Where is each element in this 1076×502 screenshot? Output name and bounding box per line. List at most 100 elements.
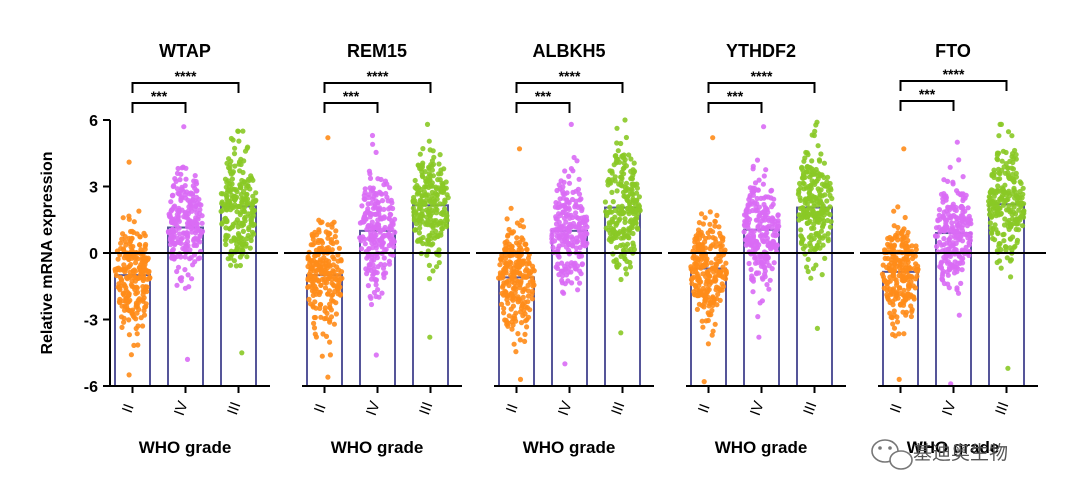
data-point xyxy=(1001,231,1007,237)
data-point xyxy=(569,280,575,286)
data-point xyxy=(818,210,824,216)
data-point xyxy=(440,189,446,195)
data-point xyxy=(374,270,380,276)
data-point xyxy=(882,255,888,261)
data-point xyxy=(330,282,336,288)
data-point xyxy=(954,216,960,222)
data-point xyxy=(242,148,249,154)
y-tick-label: 0 xyxy=(89,246,98,263)
points-iii xyxy=(795,119,835,331)
data-point xyxy=(745,202,751,208)
data-point xyxy=(174,268,180,275)
data-point xyxy=(419,169,425,175)
data-point xyxy=(392,216,398,222)
data-point xyxy=(426,241,432,247)
data-point xyxy=(233,263,239,269)
data-point xyxy=(330,254,336,260)
data-point xyxy=(141,255,147,261)
data-point xyxy=(556,182,562,188)
significance-label: **** xyxy=(559,68,581,84)
data-point xyxy=(373,149,379,155)
data-point xyxy=(577,280,583,286)
data-point xyxy=(741,229,747,235)
data-point xyxy=(947,229,954,235)
data-point xyxy=(188,225,194,232)
data-point xyxy=(228,255,234,261)
data-point xyxy=(910,283,916,289)
data-point xyxy=(704,278,710,284)
data-point xyxy=(761,260,767,266)
data-point xyxy=(184,239,191,245)
data-point xyxy=(962,195,968,201)
data-point xyxy=(519,217,525,223)
data-point xyxy=(243,192,249,198)
data-point xyxy=(615,148,621,154)
data-point xyxy=(245,232,251,239)
data-point xyxy=(245,144,251,150)
data-point xyxy=(912,253,918,259)
data-point xyxy=(310,236,316,242)
data-point xyxy=(750,289,756,295)
data-point xyxy=(525,288,532,294)
data-point xyxy=(382,224,388,231)
data-point xyxy=(896,331,902,337)
data-point xyxy=(410,205,416,211)
data-point xyxy=(941,236,947,242)
data-point xyxy=(323,271,329,277)
data-point xyxy=(520,313,526,319)
data-point xyxy=(702,239,708,245)
data-point xyxy=(756,242,762,248)
data-point xyxy=(754,195,760,202)
data-point xyxy=(135,323,141,329)
data-point xyxy=(509,326,515,332)
data-point xyxy=(815,143,821,149)
data-point xyxy=(939,227,945,233)
data-point xyxy=(236,203,243,210)
data-point xyxy=(227,181,233,187)
data-point xyxy=(247,186,253,192)
data-point xyxy=(771,260,777,266)
data-point xyxy=(603,225,609,231)
data-point xyxy=(631,183,637,189)
data-point xyxy=(811,225,817,231)
data-point xyxy=(437,152,443,158)
data-point xyxy=(240,128,246,134)
data-point xyxy=(360,234,366,240)
data-point xyxy=(620,235,627,241)
data-point xyxy=(369,258,375,264)
data-point xyxy=(424,121,431,127)
data-point xyxy=(697,231,704,237)
data-point xyxy=(510,322,516,328)
data-point xyxy=(719,243,725,249)
data-point xyxy=(573,202,579,208)
data-point xyxy=(610,199,616,205)
data-point xyxy=(701,262,707,268)
data-point xyxy=(250,193,256,199)
data-point xyxy=(582,243,588,249)
data-point xyxy=(517,222,523,229)
data-point xyxy=(118,240,124,246)
data-point xyxy=(429,189,435,195)
data-point xyxy=(176,225,182,231)
data-point xyxy=(913,261,919,267)
data-point xyxy=(914,273,920,279)
data-point xyxy=(419,193,425,199)
data-point xyxy=(382,233,388,239)
data-point xyxy=(636,194,643,200)
category-label: IV xyxy=(555,399,576,418)
data-point xyxy=(390,220,396,226)
data-point xyxy=(906,286,912,292)
data-point xyxy=(182,254,188,260)
data-point xyxy=(762,255,768,261)
data-point xyxy=(901,146,907,152)
data-point xyxy=(330,268,336,274)
data-point xyxy=(815,230,821,237)
data-point xyxy=(613,153,619,159)
data-point xyxy=(944,225,950,231)
data-point xyxy=(815,186,821,192)
data-point xyxy=(309,231,315,237)
significance-bracket: **** xyxy=(131,68,240,93)
data-point xyxy=(1017,217,1023,223)
data-point xyxy=(744,214,750,220)
data-point xyxy=(143,241,149,248)
